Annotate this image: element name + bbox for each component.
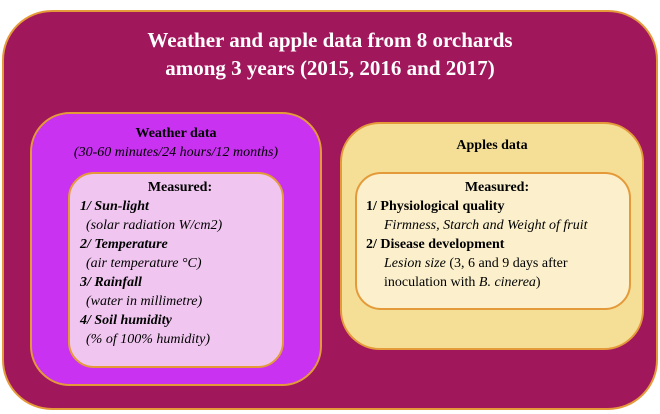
detail-part: Lesion size — [384, 256, 446, 271]
weather-list: Measured: 1/ Sun-light (solar radiation … — [80, 178, 280, 349]
weather-subtitle: (30-60 minutes/24 hours/12 months) — [73, 145, 279, 160]
detail-part: B. cinerea — [478, 275, 536, 290]
item-heading: 3/ Rainfall — [80, 275, 142, 290]
detail-part: ) — [535, 275, 541, 290]
apples-title: Apples data — [456, 138, 528, 153]
item-detail: Firmness, Starch and Weight of fruit — [384, 218, 588, 233]
item-heading: 1/ Sun-light — [80, 199, 149, 214]
item-detail: (solar radiation W/cm2) — [86, 218, 223, 233]
item-heading: 1/ Physiological quality — [366, 199, 505, 214]
item-detail: (% of 100% humidity) — [86, 332, 211, 347]
detail-part: (3, 6 and 9 days after — [449, 256, 568, 271]
item-heading: 2/ Temperature — [80, 237, 168, 252]
weather-title: Weather data — [135, 126, 217, 141]
title-line: among 3 years (2015, 2016 and 2017) — [165, 56, 495, 80]
title: Weather and apple data from 8 orchards a… — [0, 26, 660, 82]
measured-label: Measured: — [464, 180, 530, 195]
item-heading: 4/ Soil humidity — [80, 313, 172, 328]
apples-inner-box — [355, 172, 631, 310]
weather-header: Weather data (30-60 minutes/24 hours/12 … — [30, 124, 322, 162]
measured-label: Measured: — [147, 180, 213, 195]
apples-list: Measured: 1/ Physiological quality Firmn… — [366, 178, 628, 292]
item-detail: (air temperature °C) — [86, 256, 202, 271]
title-line: Weather and apple data from 8 orchards — [147, 28, 513, 52]
item-heading: 2/ Disease development — [366, 237, 505, 252]
weather-inner-box — [68, 172, 284, 368]
item-detail: (water in millimetre) — [86, 294, 203, 309]
detail-part: inoculation with — [384, 275, 476, 290]
item-detail: Lesion size (3, 6 and 9 days after inocu… — [366, 254, 628, 292]
